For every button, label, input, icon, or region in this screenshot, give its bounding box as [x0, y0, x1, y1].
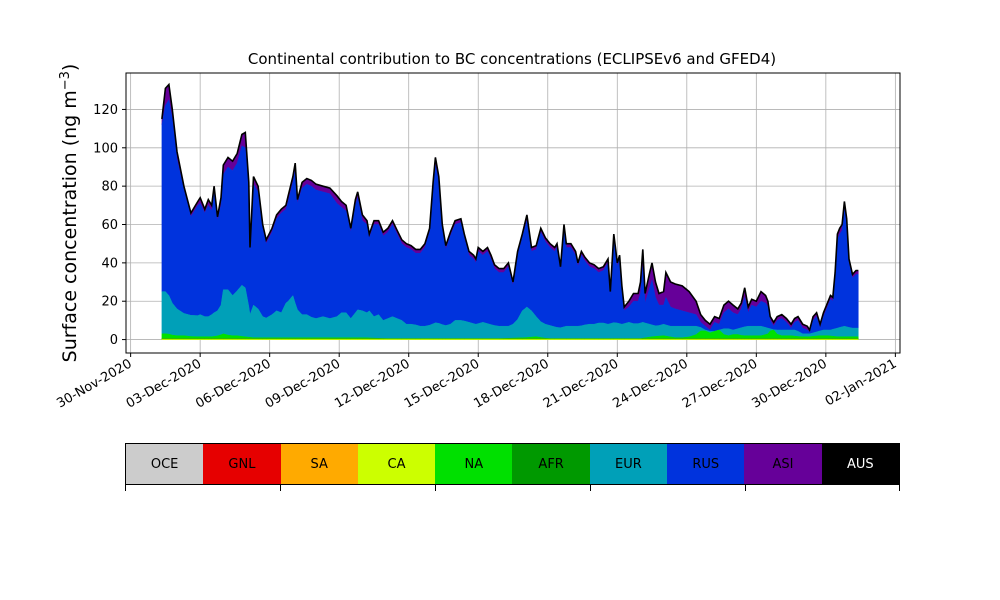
- y-axis-label: Surface concentration (ng m−3): [58, 64, 81, 363]
- area-ca: [161, 338, 859, 340]
- legend-cell-rus: RUS: [667, 444, 745, 484]
- legend-tick-mark: [280, 485, 281, 491]
- y-tick-label: 60: [101, 218, 118, 233]
- legend-tick-mark: [435, 485, 436, 491]
- y-axis-label-superscript: −3: [58, 71, 73, 90]
- legend-cell-asi: ASI: [744, 444, 822, 484]
- legend-colorbar-ticks: [125, 485, 900, 493]
- y-tick-label: 120: [93, 103, 118, 118]
- y-axis-label-close: ): [59, 64, 81, 71]
- legend-cell-afr: AFR: [512, 444, 590, 484]
- legend-tick-mark: [590, 485, 591, 491]
- x-tick-label: 18-Dec-2020: [471, 356, 551, 411]
- plot-border: [125, 72, 901, 354]
- legend-cell-oce: OCE: [126, 444, 204, 484]
- legend-cell-eur: EUR: [589, 444, 668, 484]
- y-tick-label: 40: [101, 256, 118, 271]
- plot-frame: [125, 72, 901, 354]
- x-tick-label: 03-Dec-2020: [124, 356, 204, 411]
- legend-tick-mark: [125, 485, 126, 491]
- area-rus: [161, 99, 859, 335]
- x-tick-label: 15-Dec-2020: [402, 356, 482, 411]
- y-axis-ticks: 0 20 40 60 80 100 120: [93, 103, 126, 348]
- legend-colorbar: OCE GNL SA CA NA AFR EUR RUS ASI AUS: [125, 443, 900, 485]
- x-tick-label: 09-Dec-2020: [263, 356, 343, 411]
- legend-cell-na: NA: [435, 444, 513, 484]
- legend-cell-aus: AUS: [821, 444, 899, 484]
- x-tick-label: 06-Dec-2020: [193, 356, 273, 411]
- y-tick-label: 100: [93, 141, 118, 156]
- legend-cell-ca: CA: [357, 444, 436, 484]
- x-axis-ticks: 30-Nov-202003-Dec-202006-Dec-202009-Dec-…: [54, 353, 899, 412]
- legend-cell-gnl: GNL: [203, 444, 281, 484]
- x-tick-label: 12-Dec-2020: [332, 356, 412, 411]
- x-tick-label: 02-Jan-2021: [823, 356, 900, 409]
- y-tick-label: 20: [101, 295, 118, 310]
- stacked-areas: [161, 82, 859, 340]
- x-tick-label: 30-Nov-2020: [54, 356, 134, 411]
- y-tick-label: 0: [110, 333, 118, 348]
- chart-title: Continental contribution to BC concentra…: [248, 50, 776, 68]
- legend-tick-mark: [899, 485, 900, 491]
- x-tick-label: 24-Dec-2020: [610, 356, 690, 411]
- x-tick-label: 21-Dec-2020: [541, 356, 621, 411]
- y-axis-label-main: Surface concentration (ng m: [59, 90, 81, 362]
- x-tick-label: 27-Dec-2020: [680, 356, 760, 411]
- total-outline-aus: [161, 82, 859, 333]
- x-tick-label: 30-Dec-2020: [749, 356, 829, 411]
- legend-cell-sa: SA: [280, 444, 358, 484]
- legend-tick-mark: [745, 485, 746, 491]
- y-tick-label: 80: [101, 180, 118, 195]
